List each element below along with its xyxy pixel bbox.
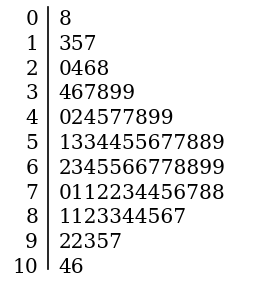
Text: 0112234456788: 0112234456788 <box>58 184 225 202</box>
Text: 2345566778899: 2345566778899 <box>58 159 225 178</box>
Text: 4: 4 <box>25 109 38 128</box>
Text: 2: 2 <box>25 60 38 78</box>
Text: 1334455677889: 1334455677889 <box>58 134 225 153</box>
Text: 46: 46 <box>58 258 84 277</box>
Text: 357: 357 <box>58 35 97 54</box>
Text: 467899: 467899 <box>58 84 136 103</box>
Text: 8: 8 <box>58 10 71 29</box>
Text: 7: 7 <box>25 184 38 202</box>
Text: 024577899: 024577899 <box>58 109 174 128</box>
Text: 6: 6 <box>25 159 38 178</box>
Text: 9: 9 <box>25 233 38 252</box>
Text: 3: 3 <box>25 84 38 103</box>
Text: 22357: 22357 <box>58 233 122 252</box>
Text: 1: 1 <box>25 35 38 54</box>
Text: 0: 0 <box>25 10 38 29</box>
Text: 0468: 0468 <box>58 60 110 78</box>
Text: 10: 10 <box>12 258 38 277</box>
Text: 5: 5 <box>25 134 38 153</box>
Text: 8: 8 <box>25 208 38 227</box>
Text: 1123344567: 1123344567 <box>58 208 187 227</box>
